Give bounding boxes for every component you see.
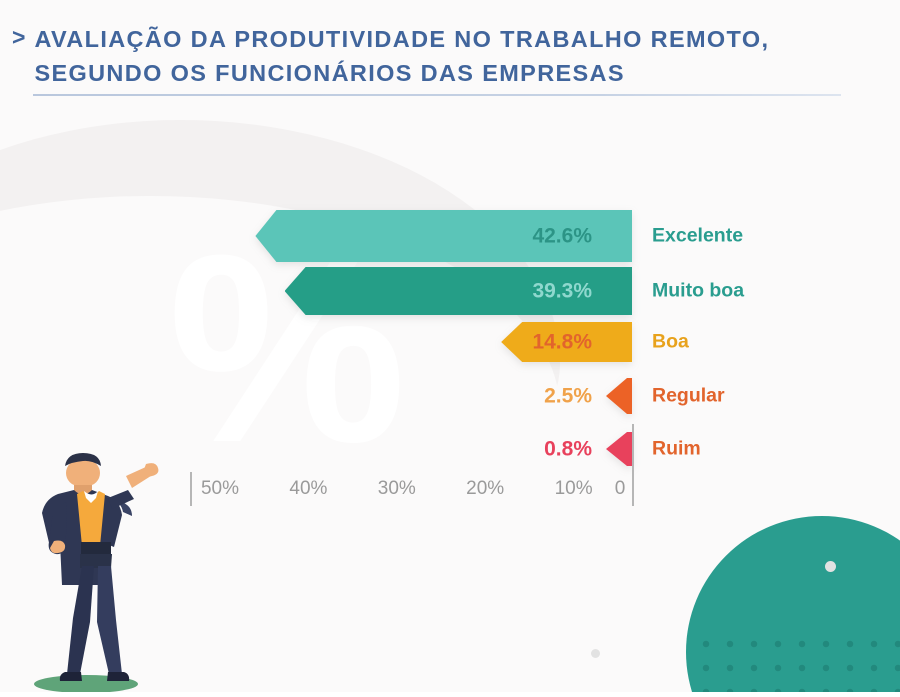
bar-regular[interactable] — [606, 378, 632, 414]
bar-row: 14.8% — [0, 322, 632, 362]
decorative-dot — [591, 649, 600, 658]
chevron-right-icon: > — [12, 24, 26, 50]
axis-tick-label: 10% — [554, 478, 593, 499]
axis-tick-label: 30% — [377, 478, 416, 499]
bar-arrow-shape — [255, 210, 632, 262]
decorative-teal-circle — [686, 516, 900, 692]
bar-boa[interactable] — [501, 322, 632, 362]
axis-tick-label: 50% — [200, 478, 240, 499]
axis-tick — [632, 424, 634, 506]
bar-row: 39.3% — [0, 267, 632, 315]
bar-arrow-shape — [606, 378, 632, 414]
bar-ruim[interactable] — [606, 432, 632, 466]
bar-muito-boa[interactable] — [284, 267, 632, 315]
bar-value-label: 39.3% — [532, 279, 592, 303]
decorative-dot — [825, 561, 836, 572]
header: > AVALIAÇÃO DA PRODUTIVIDADE NO TRABALHO… — [0, 0, 900, 96]
category-label-regular: Regular — [652, 384, 725, 407]
bar-excelente[interactable] — [255, 210, 632, 262]
page-title: AVALIAÇÃO DA PRODUTIVIDADE NO TRABALHO R… — [34, 26, 770, 86]
axis-tick-label: 40% — [289, 478, 328, 499]
category-label-boa: Boa — [652, 330, 689, 353]
header-divider — [33, 94, 841, 96]
bar-value-label: 0.8% — [544, 437, 592, 461]
businessman-illustration — [8, 452, 178, 693]
category-label-ruim: Ruim — [652, 437, 701, 460]
axis-tick-label: 20% — [466, 478, 505, 499]
bar-value-label: 14.8% — [532, 330, 592, 354]
bar-arrow-shape — [606, 432, 632, 466]
bar-value-label: 2.5% — [544, 384, 592, 408]
category-label-muito-boa: Muito boa — [652, 279, 745, 302]
bar-row: 0.8% — [0, 432, 632, 466]
bar-value-label: 42.6% — [532, 224, 592, 248]
bar-row: 42.6% — [0, 210, 632, 262]
bar-arrow-shape — [501, 322, 632, 362]
axis-tick — [190, 472, 192, 506]
category-label-excelente: Excelente — [652, 224, 744, 247]
bar-arrow-shape — [284, 267, 632, 315]
axis-tick-label: 0 — [614, 478, 626, 499]
bar-row: 2.5% — [0, 378, 632, 414]
